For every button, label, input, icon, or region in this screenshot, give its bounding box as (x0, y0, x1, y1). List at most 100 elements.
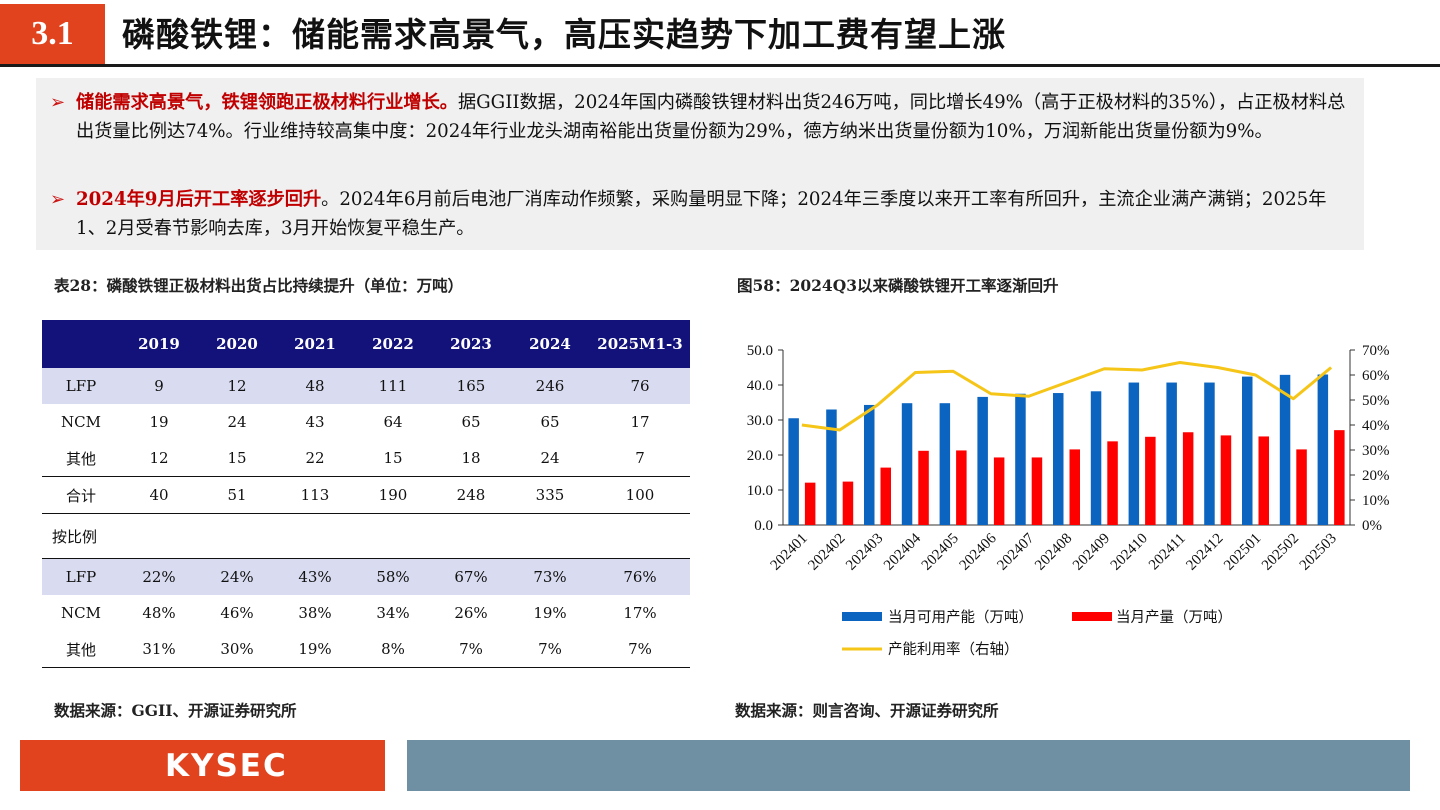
y-right-tick-label: 40% (1362, 418, 1390, 434)
table-source: 数据来源：GGII、开源证券研究所 (54, 701, 297, 720)
table-cell: 76% (590, 558, 690, 595)
y-right-tick-label: 30% (1362, 443, 1390, 459)
legend-swatch-capacity (842, 612, 882, 621)
header-cell: 2024 (510, 320, 590, 368)
x-tick-label: 202407 (994, 530, 1037, 573)
x-tick-label: 202409 (1070, 531, 1113, 574)
table-cell: 7 (635, 449, 645, 467)
output-bar (880, 467, 891, 525)
chart-caption: 图58：2024Q3以来磷酸铁锂开工率逐渐回升 (737, 276, 1059, 295)
x-tick-label: 202401 (768, 531, 811, 574)
table-cell: 64 (383, 413, 403, 431)
table-cell: 7% (510, 631, 590, 668)
table-cell: 100 (590, 476, 690, 514)
table-cell: 18 (461, 449, 481, 467)
capacity-bar (1204, 382, 1215, 525)
x-tick-label: 202406 (957, 530, 1000, 573)
table-cell: 51 (198, 476, 276, 514)
x-tick-label: 202404 (881, 530, 924, 573)
table-cell: 76 (590, 368, 690, 404)
table-cell: 190 (354, 476, 432, 514)
row-label: LFP (42, 558, 120, 595)
chart-source: 数据来源：则言咨询、开源证券研究所 (735, 701, 999, 720)
bullet-1-highlight: 储能需求高景气，铁锂领跑正极材料行业增长。 (76, 92, 458, 113)
table-cell: 24 (227, 413, 247, 431)
x-tick-label: 202503 (1297, 531, 1340, 574)
table-row: 其他 31% 30% 19% 8% 7% 7% 7% (42, 631, 690, 668)
table-cell: 19% (533, 604, 567, 622)
bullet-2-text: 。2024年6月前后电池厂消库动作频繁，采购量明显下降；2024年三季度以来开工… (76, 189, 1327, 239)
header-cell: 2022 (354, 320, 432, 368)
capacity-bar (977, 396, 988, 525)
table-section-row: 按比例 (42, 513, 690, 559)
table-row: NCM 48% 46% 38% 34% 26% 19% 17% (42, 595, 690, 631)
table-cell: 165 (432, 368, 510, 404)
header-cell: 2020 (198, 320, 276, 368)
table-cell: 12 (198, 368, 276, 404)
header-cell (42, 320, 120, 368)
output-bar (1145, 436, 1156, 525)
x-tick-label: 202502 (1259, 531, 1302, 574)
table-caption: 表28：磷酸铁锂正极材料出货占比持续提升（单位：万吨） (54, 276, 464, 295)
capacity-bar (1279, 374, 1291, 525)
capacity-bar (1128, 382, 1140, 525)
table-cell: 19% (276, 631, 354, 668)
output-bar (956, 450, 967, 525)
table-cell: 248 (432, 476, 510, 514)
header-cell: 2021 (276, 320, 354, 368)
utilization-line (801, 361, 1333, 432)
y-left-tick-label: 30.0 (747, 413, 773, 429)
capacity-bar (1015, 393, 1026, 525)
table-cell: 9 (120, 368, 198, 404)
output-bar (1031, 457, 1043, 525)
table-cell: 19 (149, 413, 169, 431)
row-label: 其他 (42, 631, 120, 668)
table-cell: 26% (454, 604, 488, 622)
output-bar (1182, 432, 1194, 525)
table-cell: 58% (354, 558, 432, 595)
output-bar (842, 481, 854, 525)
footer-brand-bar (20, 740, 385, 791)
table-row-total: 合计 40 51 113 190 248 335 100 (42, 476, 690, 514)
bullet-2: ➢ 2024年9月后开工率逐步回升。2024年6月前后电池厂消库动作频繁，采购量… (50, 185, 1350, 243)
row-label: NCM (61, 413, 101, 431)
table-header-row: 2019 2020 2021 2022 2023 2024 2025M1-3 (42, 320, 690, 368)
capacity-bar (864, 404, 875, 525)
capacity-bar (939, 403, 951, 525)
table-cell: 111 (354, 368, 432, 404)
table-cell: 73% (510, 558, 590, 595)
y-right-tick-label: 70% (1362, 343, 1390, 359)
capacity-bar (901, 403, 913, 525)
table-cell: 17% (623, 604, 657, 622)
x-tick-label: 202412 (1183, 531, 1226, 574)
table-cell: 15 (383, 449, 403, 467)
y-right-tick-label: 10% (1362, 493, 1390, 509)
table-cell: 24% (198, 558, 276, 595)
output-bar (918, 450, 929, 525)
capacity-bar (1166, 382, 1177, 525)
header-cell: 2025M1-3 (590, 320, 690, 368)
table-cell: 7% (432, 631, 510, 668)
capacity-bar (1317, 374, 1329, 525)
shipment-table: 2019 2020 2021 2022 2023 2024 2025M1-3 L… (42, 320, 690, 668)
footer-bar (407, 740, 1410, 791)
output-bar (1258, 436, 1269, 525)
row-label: NCM (61, 604, 101, 622)
table-cell: 67% (432, 558, 510, 595)
table-cell: 40 (120, 476, 198, 514)
table-cell: 8% (354, 631, 432, 668)
table-cell: 31% (120, 631, 198, 668)
chart-axes: 0.0 10.0 20.0 30.0 40.0 50.0 0% 10% 20% 30% 40% 50%… (747, 343, 1390, 534)
y-right-tick-label: 20% (1362, 468, 1390, 484)
y-right-tick-label: 0% (1362, 518, 1382, 534)
table-row: 其他 12 15 22 15 18 24 7 (42, 440, 690, 477)
capacity-bar (1053, 393, 1064, 525)
header-cell: 2023 (432, 320, 510, 368)
capacity-utilization-chart: 0.0 10.0 20.0 30.0 40.0 50.0 0% 10% 20% 30% 40% 50%… (747, 343, 1390, 658)
table-cell: 335 (510, 476, 590, 514)
table-cell: 22 (305, 449, 325, 467)
output-bar (1334, 430, 1345, 525)
section-number: 3.1 (0, 4, 105, 64)
table-row: LFP 22% 24% 43% 58% 67% 73% 76% (42, 558, 690, 595)
table-cell: 15 (227, 449, 247, 467)
